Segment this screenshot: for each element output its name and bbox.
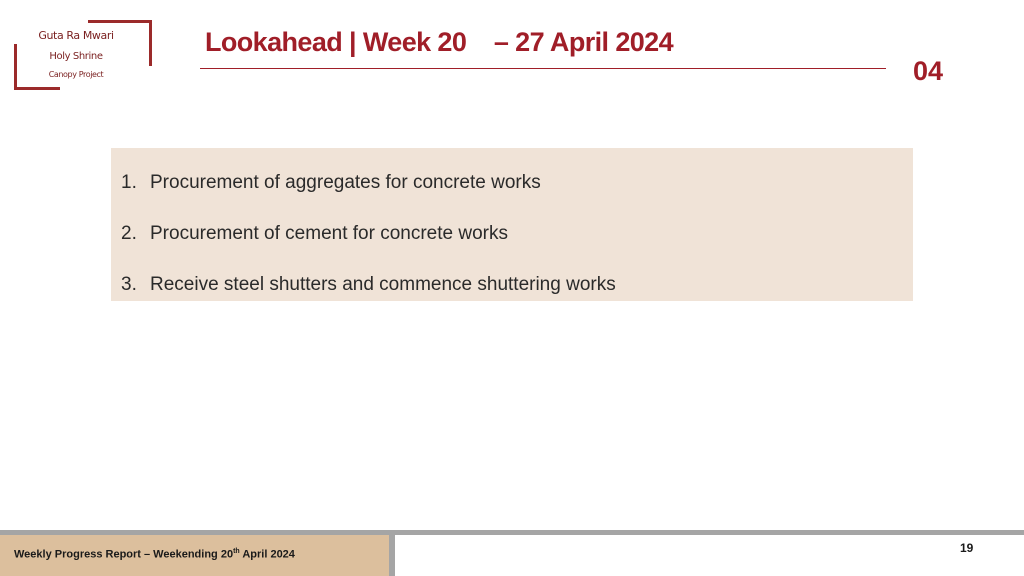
list-item-text: Receive steel shutters and commence shut… bbox=[150, 274, 616, 295]
logo-frame-bottom-left bbox=[14, 44, 60, 90]
logo-line-3: Canopy Project bbox=[48, 70, 104, 79]
footer-report-prefix: Weekly Progress Report – Weekending 20 bbox=[14, 548, 234, 561]
footer-divider bbox=[389, 535, 395, 576]
list-item-number: 3. bbox=[121, 274, 137, 295]
list-item: 3. Receive steel shutters and commence sh… bbox=[121, 274, 616, 296]
section-number: 04 bbox=[913, 56, 944, 86]
footer-report-panel: Weekly Progress Report – Weekending 20th… bbox=[0, 535, 389, 576]
list-item-text: Procurement of aggregates for concrete w… bbox=[150, 172, 541, 193]
footer-report-ordinal: th bbox=[233, 548, 240, 555]
slide-title: Lookahead | Week 20 – 27 April 2024 bbox=[205, 27, 674, 57]
list-item-text: Procurement of cement for concrete works bbox=[150, 223, 508, 244]
title-underline bbox=[200, 68, 886, 69]
project-logo: Guta Ra Mwari Holy Shrine Canopy Project bbox=[14, 20, 152, 90]
lookahead-list-box: 1. Procurement of aggregates for concrete… bbox=[111, 148, 913, 301]
list-item: 2. Procurement of cement for concrete wor… bbox=[121, 223, 508, 245]
footer-report-suffix: April 2024 bbox=[239, 548, 295, 561]
logo-line-2: Holy Shrine bbox=[49, 51, 103, 62]
list-item-number: 2. bbox=[121, 223, 137, 244]
footer-report-title: Weekly Progress Report – Weekending 20th… bbox=[14, 548, 295, 561]
footer-separator-bar bbox=[0, 530, 1024, 535]
list-item: 1. Procurement of aggregates for concrete… bbox=[121, 172, 541, 194]
page-number: 19 bbox=[960, 541, 974, 555]
logo-line-1: Guta Ra Mwari bbox=[38, 29, 114, 42]
list-item-number: 1. bbox=[121, 172, 137, 193]
logo-frame-top-right bbox=[88, 20, 152, 66]
